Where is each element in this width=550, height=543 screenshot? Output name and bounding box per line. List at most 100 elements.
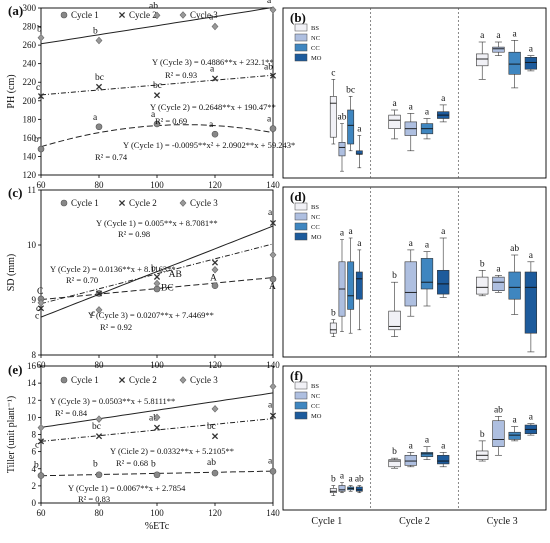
y-tick-label: 10	[27, 412, 37, 422]
legend-entry: MO	[311, 55, 322, 62]
y-tick-label: 220	[23, 77, 37, 87]
x-tick-label: 120	[208, 508, 222, 518]
legend-marker	[179, 376, 187, 384]
data-point	[153, 273, 161, 280]
significance-letter: a	[425, 436, 430, 446]
significance-letter: a	[340, 472, 345, 482]
significance-letter: a	[210, 65, 215, 75]
significance-letter: c	[331, 68, 335, 78]
legend-entry: NC	[311, 214, 320, 221]
box-cc	[347, 109, 355, 145]
plot-frame	[282, 365, 547, 511]
significance-letter: b	[331, 475, 336, 485]
legend-swatch	[294, 43, 308, 52]
regression-equation: Y (Cycle 1) = -0.0095**x² + 2.0902**x + …	[123, 140, 295, 150]
x-category-label: Cycle 3	[487, 516, 518, 527]
legend-swatch	[294, 33, 308, 42]
significance-letter: ab	[207, 458, 216, 468]
significance-letter: b	[392, 447, 397, 457]
legend-swatch	[294, 381, 308, 390]
box-cc	[508, 51, 521, 75]
legend-entry: Cycle 2	[129, 198, 157, 208]
regression-equation: Y (Cycle 3) = 0.4886**x + 232.1**	[152, 57, 274, 67]
data-point	[153, 279, 161, 288]
significance-letter: a	[513, 415, 518, 425]
data-point	[95, 36, 103, 45]
y-tick-label: 14	[27, 378, 37, 388]
significance-letter: a	[496, 264, 501, 274]
data-point	[211, 282, 219, 290]
significance-letter: a	[441, 227, 446, 237]
y-tick-label: 260	[23, 40, 37, 50]
y-tick-label: 200	[23, 96, 37, 106]
legend-entry: BS	[311, 383, 319, 390]
legend-marker	[60, 11, 68, 19]
y-tick-label: 12	[27, 395, 36, 405]
data-point	[153, 120, 161, 128]
regression-equation: Y (Cycle 2) = 0.2648**x + 190.47**	[150, 102, 276, 112]
significance-letter: ab	[510, 244, 519, 254]
y-tick-label: 4	[32, 464, 37, 474]
significance-letter: A	[210, 274, 217, 284]
box-bs	[329, 488, 337, 494]
legend-swatch	[294, 391, 308, 400]
significance-letter: c	[35, 440, 39, 450]
fit-line-cycle-1	[40, 470, 274, 477]
significance-letter: a	[268, 401, 273, 411]
significance-letter: ab	[355, 475, 364, 485]
panel-label: (a)	[8, 3, 23, 18]
regression-equation: Y (Cycle 2) = 0.0136**x + 8.1163**	[50, 264, 176, 274]
box-bs	[329, 322, 337, 334]
data-point	[211, 22, 219, 31]
data-point	[95, 123, 103, 131]
r-squared: R² = 0.83	[78, 494, 110, 504]
significance-letter: bc	[153, 81, 162, 91]
legend-entry: MO	[311, 413, 322, 420]
legend-entry: MO	[311, 234, 322, 241]
legend-entry: CC	[311, 45, 320, 52]
data-point	[37, 438, 45, 445]
significance-letter: a	[425, 108, 430, 118]
significance-letter: a	[513, 29, 518, 39]
legend-entry: Cycle 3	[190, 10, 218, 20]
y-tick-label: 140	[23, 151, 37, 161]
y-axis-label: SD (mm)	[6, 254, 17, 292]
box-nc	[338, 142, 346, 157]
significance-letter: bc	[207, 422, 216, 432]
r-squared: R² = 0.68	[116, 458, 148, 468]
significance-letter: a	[268, 456, 273, 466]
data-point	[37, 145, 45, 153]
significance-letter: a	[496, 31, 501, 41]
significance-letter: a	[441, 94, 446, 104]
significance-letter: b	[331, 309, 336, 319]
y-tick-label: 0	[32, 498, 37, 508]
data-point	[153, 92, 161, 99]
r-squared: R² = 0.69	[155, 116, 187, 126]
significance-letter: b	[151, 264, 156, 274]
legend-marker	[118, 376, 126, 384]
data-point	[269, 125, 277, 132]
x-tick-label: 60	[37, 360, 47, 370]
data-point	[211, 433, 219, 440]
legend-entry: Cycle 1	[71, 198, 99, 208]
data-point	[211, 266, 219, 274]
x-tick-label: 80	[95, 180, 105, 190]
fit-line-cycle-2	[40, 418, 274, 442]
legend-marker	[60, 376, 68, 384]
x-tick-label: 60	[37, 180, 47, 190]
box-panel-b: (b) BS NC CC MO c ab bc a a a a a a a a a	[282, 7, 547, 179]
data-point	[211, 405, 219, 413]
data-point	[211, 469, 219, 477]
significance-letter: a	[349, 227, 354, 237]
x-tick-label: 100	[150, 360, 164, 370]
legend-entry: CC	[311, 403, 320, 410]
data-point	[37, 33, 45, 42]
significance-letter: c	[91, 309, 95, 319]
box-cc	[420, 452, 434, 458]
legend-swatch	[294, 212, 308, 221]
significance-letter: a	[357, 125, 362, 135]
data-point	[153, 471, 161, 479]
data-point	[95, 471, 103, 479]
y-tick-label: 240	[23, 59, 37, 69]
panel-label: (e)	[8, 362, 22, 377]
